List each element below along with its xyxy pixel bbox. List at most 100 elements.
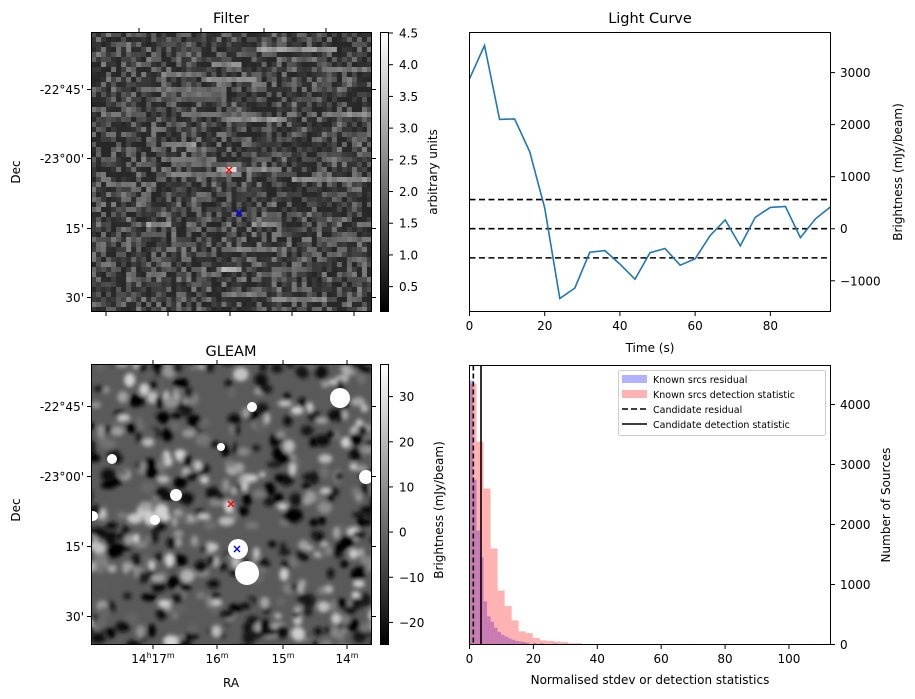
filter-colorbar-tick-label: 1.0 — [399, 248, 418, 262]
filter-pixel — [196, 72, 202, 78]
gleam-blob — [350, 397, 366, 407]
filter-pixel — [166, 207, 172, 213]
filter-pixel — [256, 227, 263, 233]
filter-pixel — [196, 267, 202, 273]
gleam-blob — [157, 599, 172, 607]
filter-pixel — [206, 262, 212, 268]
filter-pixel — [201, 232, 207, 238]
filter-pixel — [166, 267, 172, 273]
histogram-xtick-label: 20 — [526, 652, 541, 666]
filter-pixel — [116, 132, 122, 138]
gleam-ytick-label: 30' — [65, 610, 84, 624]
filter-pixel — [286, 32, 293, 38]
filter-pixel — [356, 222, 363, 228]
filter-pixel — [201, 202, 207, 208]
filter-pixel — [191, 42, 197, 48]
filter-pixel — [361, 37, 368, 43]
filter-pixel — [361, 47, 368, 53]
filter-pixel — [271, 167, 278, 173]
filter-pixel — [131, 47, 137, 53]
filter-pixel — [361, 257, 368, 263]
filter-pixel — [241, 137, 247, 143]
gleam-blob — [233, 367, 249, 382]
filter-pixel — [181, 42, 187, 48]
filter-pixel — [216, 112, 222, 118]
filter-pixel — [321, 157, 328, 163]
filter-pixel — [336, 167, 343, 173]
filter-pixel — [136, 92, 142, 98]
filter-pixel — [231, 77, 237, 83]
filter-pixel — [136, 72, 142, 78]
filter-pixel — [126, 177, 132, 183]
filter-pixel — [346, 202, 353, 208]
filter-pixel — [171, 87, 177, 93]
filter-pixel — [136, 192, 142, 198]
filter-pixel — [181, 167, 187, 173]
filter-pixel — [96, 262, 102, 268]
filter-pixel — [221, 232, 227, 238]
filter-pixel — [171, 267, 177, 273]
filter-pixel — [231, 302, 237, 308]
filter-pixel — [231, 117, 237, 123]
filter-pixel — [321, 57, 328, 63]
filter-pixel — [316, 32, 323, 38]
filter-pixel — [126, 57, 132, 63]
filter-pixel — [131, 247, 137, 253]
filter-pixel — [271, 147, 278, 153]
filter-pixel — [226, 227, 232, 233]
gleam-blob — [286, 364, 294, 369]
filter-pixel — [321, 102, 328, 108]
filter-pixel — [296, 107, 303, 113]
filter-pixel — [316, 282, 323, 288]
gleam-blob — [288, 556, 299, 568]
gleam-blob — [148, 623, 156, 638]
filter-pixel — [101, 157, 107, 163]
filter-pixel — [321, 232, 328, 238]
gleam-blob — [91, 542, 106, 554]
filter-pixel — [126, 297, 132, 303]
detection-bar — [504, 606, 512, 645]
filter-pixel — [356, 132, 363, 138]
filter-pixel — [256, 112, 263, 118]
filter-pixel — [171, 157, 177, 163]
filter-pixel — [141, 207, 147, 213]
filter-pixel — [251, 227, 257, 233]
filter-pixel — [206, 287, 212, 293]
filter-pixel — [341, 192, 348, 198]
filter-pixel — [346, 252, 353, 258]
filter-pixel — [186, 277, 192, 283]
filter-pixel — [181, 217, 187, 223]
filter-pixel — [246, 62, 252, 68]
filter-pixel — [186, 207, 192, 213]
filter-pixel — [296, 222, 303, 228]
filter-pixel — [121, 102, 127, 108]
gleam-blob — [237, 645, 253, 652]
filter-pixel — [271, 197, 278, 203]
gleam-ylabel: Dec — [9, 498, 23, 521]
filter-pixel — [141, 282, 147, 288]
gleam-blob — [340, 534, 355, 549]
gleam-blob — [357, 516, 365, 528]
filter-pixel — [331, 282, 338, 288]
filter-pixel — [166, 132, 172, 138]
filter-pixel — [301, 297, 308, 303]
filter-pixel — [191, 282, 197, 288]
filter-pixel — [321, 97, 328, 103]
filter-pixel — [176, 297, 182, 303]
filter-pixel — [296, 87, 303, 93]
gleam-blob — [297, 583, 304, 594]
filter-pixel — [211, 302, 217, 308]
filter-pixel — [326, 142, 333, 148]
filter-pixel — [206, 167, 212, 173]
filter-pixel — [156, 122, 162, 128]
filter-pixel — [151, 67, 157, 73]
filter-pixel — [116, 162, 122, 168]
filter-pixel — [241, 217, 247, 223]
filter-pixel — [336, 117, 343, 123]
filter-pixel — [356, 297, 363, 303]
filter-pixel — [316, 52, 323, 58]
filter-pixel — [91, 107, 97, 113]
filter-pixel — [341, 177, 348, 183]
filter-pixel — [191, 287, 197, 293]
filter-pixel — [261, 62, 268, 68]
